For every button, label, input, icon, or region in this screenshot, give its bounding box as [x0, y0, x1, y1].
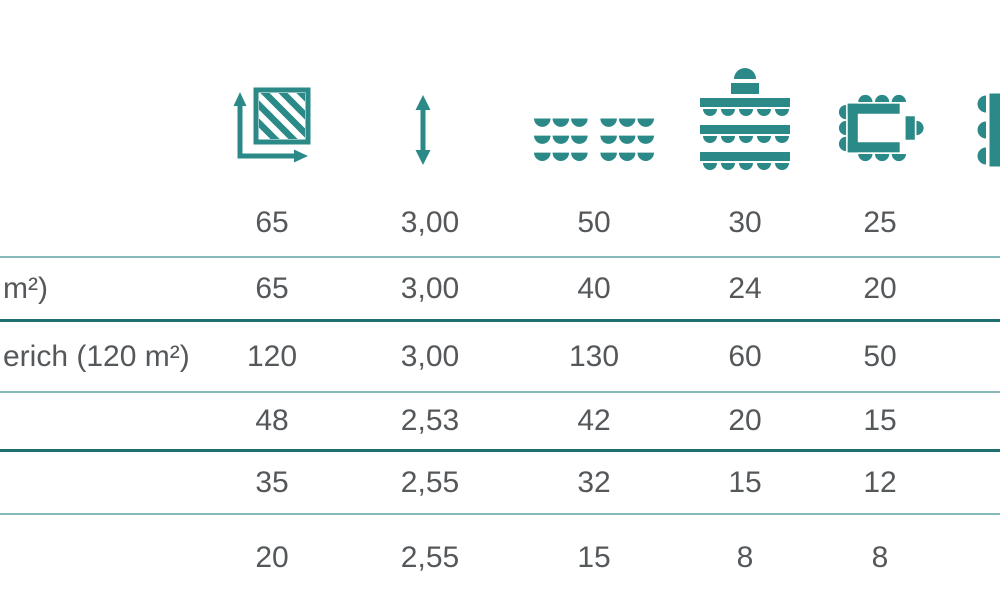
area-value: 20 — [255, 540, 289, 574]
banquet-value-cell-clipped — [924, 322, 1000, 391]
area-value: 48 — [255, 404, 289, 437]
area-value: 65 — [255, 271, 289, 305]
banquet-value-cell-clipped — [924, 515, 1000, 600]
room-label-cell — [0, 190, 218, 256]
height-value: 3,00 — [400, 271, 460, 305]
classroom-capacity-value: 60 — [728, 339, 762, 373]
table-row: m²) 65 3,00 40 24 20 — [0, 258, 1000, 322]
height-value: 2,55 — [400, 540, 460, 574]
room-label-cell — [0, 393, 218, 449]
height-value: 3,00 — [400, 206, 460, 239]
classroom-capacity-value: 20 — [728, 404, 762, 437]
table-body: 65 3,00 50 30 25 m²) 65 3,00 40 24 20 er… — [0, 190, 1000, 600]
classroom-seating-icon — [700, 68, 790, 170]
ushape-capacity-value: 50 — [863, 339, 897, 373]
header-banquet-cell — [924, 0, 1000, 190]
ushape-capacity-value: 25 — [863, 206, 897, 239]
header-classroom-cell — [654, 0, 836, 190]
classroom-capacity-value: 30 — [728, 206, 762, 239]
ushape-capacity-value: 15 — [863, 404, 897, 437]
header-theater-cell — [534, 0, 654, 190]
theater-capacity-value: 130 — [568, 339, 620, 373]
banquet-value-cell-clipped — [924, 452, 1000, 513]
ushape-capacity-value: 8 — [871, 540, 889, 574]
height-value: 2,53 — [400, 404, 460, 437]
table-header-row — [0, 0, 1000, 190]
table-row: erich (120 m²) 120 3,00 130 60 50 — [0, 322, 1000, 393]
banquet-value-cell-clipped — [924, 258, 1000, 319]
room-label-cell — [0, 452, 218, 513]
table-row: 35 2,55 32 15 12 — [0, 452, 1000, 515]
ushape-capacity-value: 20 — [863, 271, 897, 305]
area-value: 35 — [255, 465, 289, 499]
area-value: 120 — [246, 339, 298, 373]
height-value: 2,55 — [400, 465, 460, 499]
theater-seating-icon — [534, 118, 654, 161]
u-shape-seating-icon — [838, 94, 924, 162]
classroom-capacity-value: 8 — [736, 540, 754, 574]
room-label-cell: erich (120 m²) — [0, 322, 218, 391]
theater-capacity-value: 40 — [577, 271, 611, 305]
ushape-capacity-value: 12 — [863, 465, 897, 499]
header-height-cell — [326, 0, 534, 190]
header-area-cell — [218, 0, 326, 190]
classroom-capacity-value: 24 — [728, 271, 762, 305]
classroom-capacity-value: 15 — [728, 465, 762, 499]
height-value: 3,00 — [400, 339, 460, 373]
table-row: 48 2,53 42 20 15 — [0, 393, 1000, 452]
theater-capacity-value: 32 — [577, 465, 611, 499]
banquet-seating-icon — [977, 93, 1000, 167]
table-row: 20 2,55 15 8 8 — [0, 515, 1000, 600]
room-label: erich (120 m²) — [3, 339, 190, 373]
room-label-cell: m²) — [0, 258, 218, 319]
area-value: 65 — [255, 206, 289, 239]
theater-capacity-value: 42 — [577, 404, 611, 437]
banquet-value-cell-clipped — [924, 393, 1000, 449]
banquet-value-cell-clipped — [924, 190, 1000, 256]
ceiling-height-icon — [415, 95, 431, 165]
room-label: m²) — [3, 271, 48, 305]
area-sqm-icon — [233, 87, 311, 163]
theater-capacity-value: 50 — [577, 206, 611, 239]
room-label-cell — [0, 515, 218, 600]
theater-capacity-value: 15 — [577, 540, 611, 574]
header-ushape-cell — [836, 0, 924, 190]
header-room-label-cell — [0, 0, 218, 190]
table-row: 65 3,00 50 30 25 — [0, 190, 1000, 258]
